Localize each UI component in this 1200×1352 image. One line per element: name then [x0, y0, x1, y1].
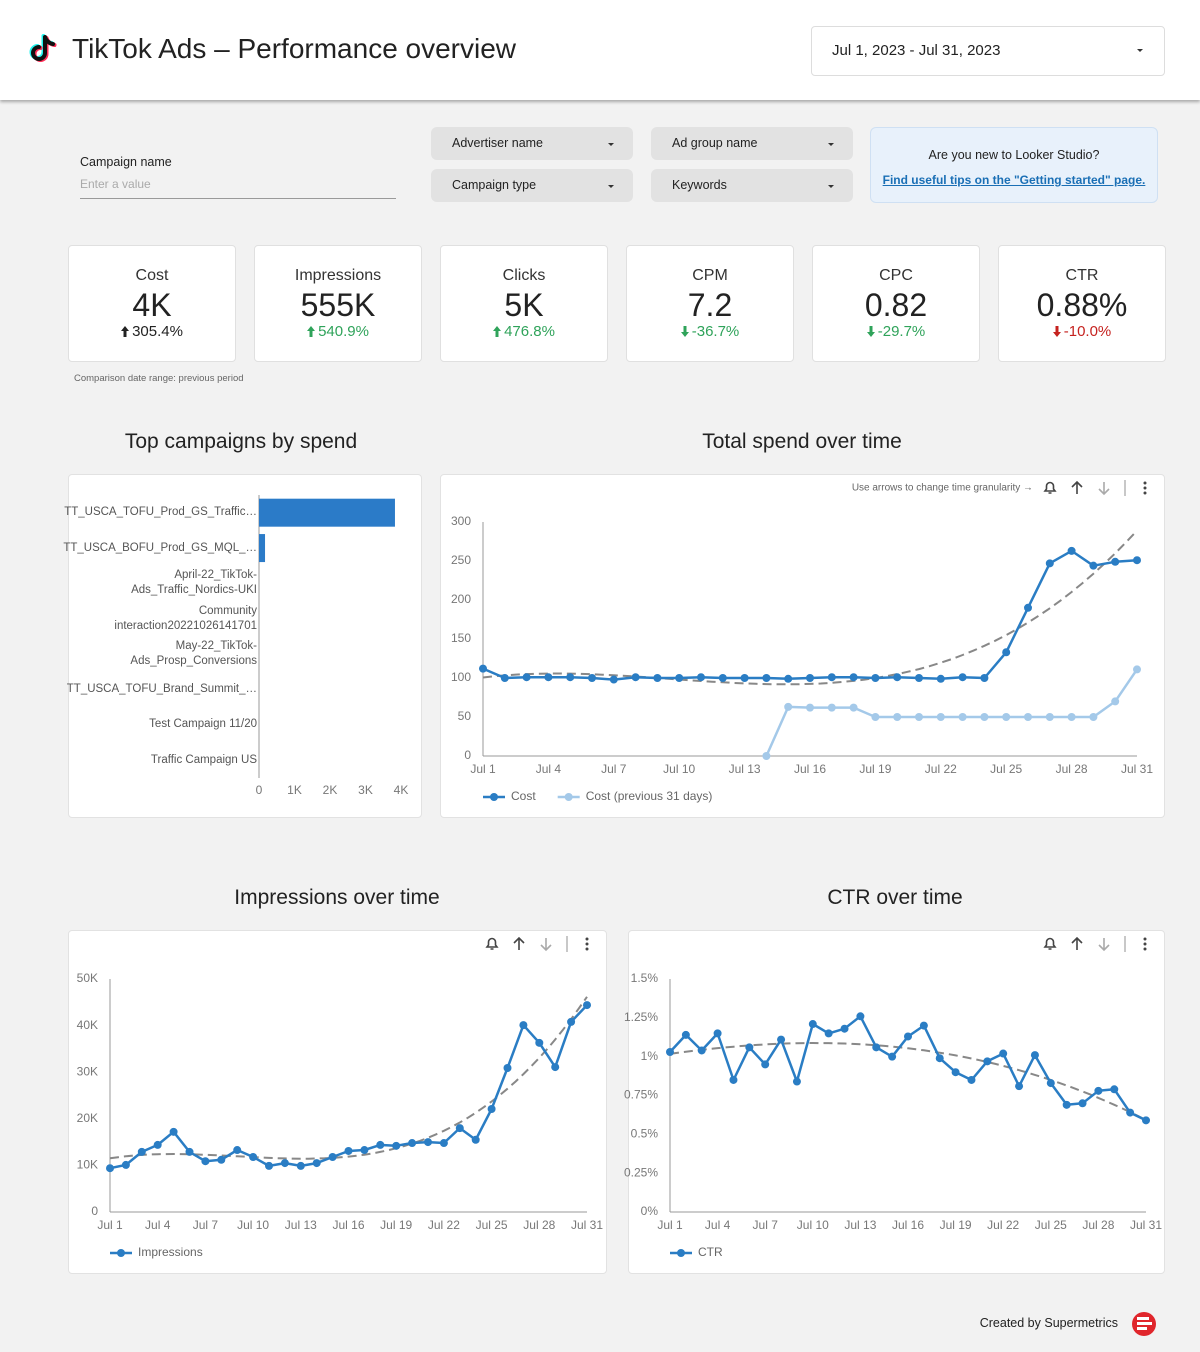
- dropdown-label: Ad group name: [672, 136, 758, 150]
- scorecard-change: -29.7%: [877, 323, 926, 340]
- category-label: May-22_TikTok-Ads_Prosp_Conversions: [130, 640, 257, 668]
- scorecard-label: Impressions: [294, 267, 382, 284]
- change-arrow: [493, 326, 502, 337]
- scorecard: Impressions 555K 540.9%: [254, 245, 422, 362]
- scorecard-change-row: 305.4%: [69, 323, 235, 340]
- chart-title: Total spend over time: [702, 430, 902, 453]
- scorecard-value: 5K: [504, 287, 544, 323]
- scorecard-change: 305.4%: [132, 323, 183, 340]
- scorecard-label: Cost: [135, 267, 169, 284]
- change-arrow: [680, 326, 689, 337]
- dropdown-label: Campaign type: [452, 178, 537, 192]
- date-range: Jul 1, 2023 - Jul 31, 2023: [832, 42, 1001, 59]
- category-label: TT_USCA_TOFU_Prod_GS_Traffic…: [64, 506, 257, 519]
- dropdown-label: Advertiser name: [452, 136, 544, 150]
- scorecard-value: 7.2: [687, 287, 733, 323]
- arrow-shape: [1052, 326, 1061, 337]
- comparison-note: Comparison date range: previous period: [74, 373, 244, 384]
- scorecard-change: -10.0%: [1063, 323, 1112, 340]
- tip-link[interactable]: Find useful tips on the "Getting started…: [882, 173, 1146, 187]
- scorecard-change: -36.7%: [691, 323, 740, 340]
- campaign-filter[interactable]: Campaign name Enter a value: [80, 155, 396, 199]
- category-label: April-22_TikTok-Ads_Traffic_Nordics-UKI: [131, 569, 257, 597]
- scorecard-value: 0.82: [864, 287, 928, 323]
- scorecard-label: CPM: [692, 267, 728, 284]
- scorecard-value: 0.88%: [1036, 287, 1128, 323]
- chart-title: Top campaigns by spend: [124, 430, 358, 453]
- scorecard: Clicks 5K 476.8%: [440, 245, 608, 362]
- tip-box: Are you new to Looker Studio? Find usefu…: [870, 127, 1158, 203]
- scorecard-value: 555K: [300, 287, 376, 323]
- scorecard-change-row: -10.0%: [999, 323, 1165, 340]
- scorecard-label: Clicks: [502, 267, 546, 284]
- change-arrow: [1052, 326, 1061, 337]
- scorecard: CPM 7.2 -36.7%: [626, 245, 794, 362]
- chart-panel panel: [68, 474, 422, 818]
- scorecard: CTR 0.88% -10.0%: [998, 245, 1166, 362]
- change-arrow: [307, 326, 316, 337]
- scorecard-label: CPC: [879, 267, 913, 284]
- supermetrics-logo: [1132, 1312, 1156, 1336]
- arrow-shape: [121, 326, 130, 337]
- chart-panel: [628, 930, 1165, 1274]
- chart-panel: [440, 474, 1165, 818]
- chart-panel: [68, 930, 607, 1274]
- arrow-shape: [680, 326, 689, 337]
- page-title: TikTok Ads – Performance overview: [72, 33, 517, 64]
- dropdown[interactable]: Campaign type: [431, 169, 633, 202]
- scorecard: Cost 4K 305.4%: [68, 245, 236, 362]
- category-label: Community interaction20221026141701: [114, 604, 257, 632]
- dropdown[interactable]: Advertiser name: [431, 127, 633, 160]
- scorecard-label: CTR: [1065, 267, 1099, 284]
- change-arrow: [866, 326, 875, 337]
- scorecard-change-row: -29.7%: [813, 323, 979, 340]
- category-label: TT_USCA_TOFU_Brand_Summit_…: [66, 683, 257, 696]
- footer: Created by Supermetrics: [979, 1316, 1118, 1330]
- filter-placeholder: Enter a value: [80, 177, 151, 191]
- filter-label: Campaign name: [80, 155, 172, 169]
- tip-question: Are you new to Looker Studio?: [928, 148, 1100, 162]
- arrow-shape: [307, 326, 316, 337]
- chart-title: CTR over time: [827, 886, 963, 909]
- change-arrow: [121, 326, 130, 337]
- dropdown[interactable]: Keywords: [651, 169, 853, 202]
- dropdown[interactable]: Ad group name: [651, 127, 853, 160]
- category-label: Traffic Campaign US: [150, 753, 257, 766]
- scorecard: CPC 0.82 -29.7%: [812, 245, 980, 362]
- scorecard-change: 476.8%: [504, 323, 555, 340]
- category-label: Test Campaign 11/20: [149, 718, 257, 731]
- scorecard-change: 540.9%: [318, 323, 369, 340]
- arrow-shape: [866, 326, 875, 337]
- scorecard-change-row: 476.8%: [441, 323, 607, 340]
- dropdown-label: Keywords: [672, 178, 727, 192]
- arrow-shape: [493, 326, 502, 337]
- scorecard-change-row: 540.9%: [255, 323, 421, 340]
- chart-title: Impressions over time: [234, 886, 440, 909]
- category-label: TT_USCA_BOFU_Prod_GS_MQL_…: [63, 541, 257, 554]
- date-range-picker[interactable]: Jul 1, 2023 - Jul 31, 2023: [811, 26, 1165, 76]
- scorecard-change-row: -36.7%: [627, 323, 793, 340]
- scorecard-value: 4K: [132, 287, 172, 323]
